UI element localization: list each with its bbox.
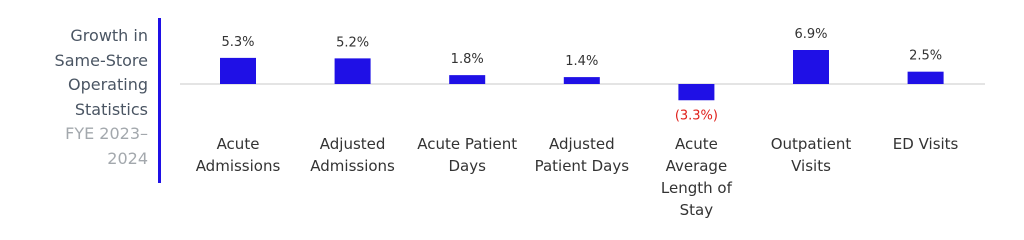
value-label: 2.5% <box>909 49 942 64</box>
value-label: (3.3%) <box>675 108 718 123</box>
category-label: Acute Average Length of Stay <box>660 135 732 219</box>
chart-subtitle: FYE 2023–2024 <box>65 124 148 168</box>
category-label: Adjusted Patient Days <box>534 135 630 175</box>
category-label: Outpatient Visits <box>770 135 852 175</box>
divider <box>158 18 161 183</box>
category-label: Adjusted Admissions <box>310 135 395 175</box>
bar <box>334 58 371 84</box>
value-label: 1.4% <box>565 54 598 69</box>
category-label: ED Visits <box>892 135 959 153</box>
bar <box>563 77 600 84</box>
category-label: Acute Patient Days <box>417 135 518 175</box>
value-label: 5.3% <box>221 35 254 50</box>
bar <box>793 50 829 84</box>
bar <box>449 75 486 84</box>
bar <box>907 71 944 84</box>
chart: 5.3% 5.2% 1.8% 1.4% (3.3%) 6.9% 2.5% <box>180 27 985 123</box>
page: Growth in Same-Store Operating Statistic… <box>54 18 985 219</box>
category-label: Acute Admissions <box>195 135 281 175</box>
value-label: 6.9% <box>794 27 827 42</box>
chart-title: Growth in Same-Store Operating Statistic… <box>54 26 148 119</box>
bar <box>678 84 715 101</box>
bar <box>220 57 256 84</box>
value-label: 5.2% <box>336 35 369 50</box>
value-label: 1.8% <box>451 52 484 67</box>
